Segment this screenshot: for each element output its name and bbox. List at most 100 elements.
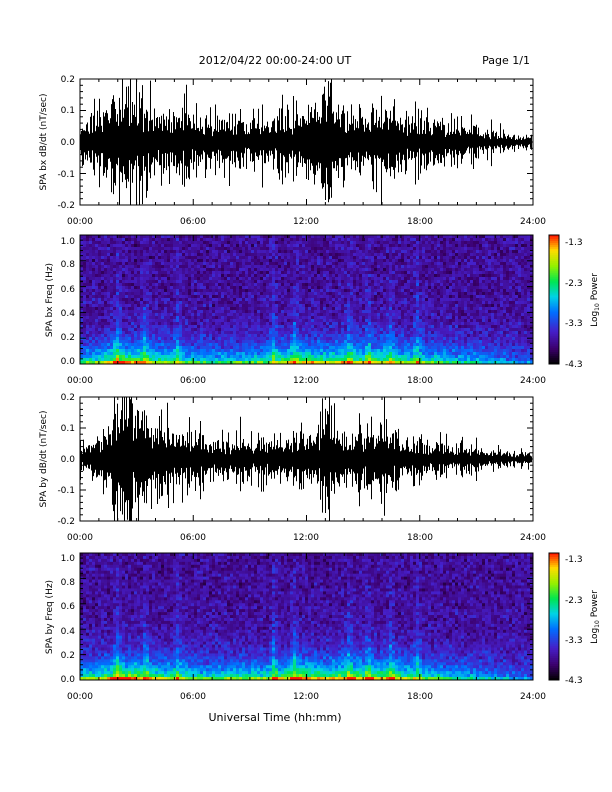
spectrogram-cell: [401, 235, 405, 239]
spectrogram-cell: [236, 355, 240, 359]
spectrogram-cell: [350, 298, 354, 302]
spectrogram-cell: [368, 316, 372, 320]
spectrogram-cell: [353, 343, 357, 347]
spectrogram-cell: [287, 358, 291, 362]
spectrogram-cell: [137, 244, 141, 248]
spectrogram-cell: [419, 301, 423, 305]
spectrogram-cell: [134, 259, 138, 263]
spectrogram-cell: [149, 361, 153, 365]
spectrogram-cell: [344, 244, 348, 248]
spectrogram-cell: [353, 268, 357, 272]
spectrogram-cell: [167, 328, 171, 332]
spectrogram-cell: [251, 256, 255, 260]
spectrogram-cell: [254, 307, 258, 311]
spectrogram-cell: [395, 310, 399, 314]
spectrogram-cell: [392, 337, 396, 341]
spectrogram-cell: [356, 340, 360, 344]
spectrogram-cell: [188, 349, 192, 353]
spectrogram-cell: [302, 241, 306, 245]
spectrogram-cell: [116, 358, 120, 362]
spectrogram-cell: [290, 286, 294, 290]
spectrogram-cell: [167, 298, 171, 302]
spectrogram-cell: [83, 244, 87, 248]
spectrogram-cell: [236, 331, 240, 335]
spectrogram-cell: [287, 292, 291, 296]
spectrogram-cell: [95, 259, 99, 263]
spectrogram-cell: [191, 295, 195, 299]
spectrogram-cell: [95, 343, 99, 347]
spectrogram-cell: [104, 358, 108, 362]
spectrogram-cell: [356, 253, 360, 257]
spectrogram-cell: [188, 292, 192, 296]
spectrogram-cell: [194, 262, 198, 266]
spectrogram-cell: [389, 349, 393, 353]
spectrogram-cell: [200, 271, 204, 275]
spectrogram-cell: [353, 358, 357, 362]
spectrogram-cell: [83, 292, 87, 296]
spectrogram-cell: [161, 358, 165, 362]
spectrogram-cell: [344, 271, 348, 275]
spectrogram-cell: [365, 304, 369, 308]
spectrogram-cell: [155, 307, 159, 311]
spectrogram-cell: [221, 346, 225, 350]
spectrogram-cell: [374, 244, 378, 248]
spectrogram-cell: [389, 325, 393, 329]
spectrogram-cell: [131, 292, 135, 296]
spectrogram-cell: [353, 313, 357, 317]
spectrogram-cell: [383, 271, 387, 275]
spectrogram-cell: [281, 259, 285, 263]
spectrogram-cell: [335, 310, 339, 314]
spectrogram-cell: [257, 268, 261, 272]
spectrogram-cell: [122, 328, 126, 332]
spectrogram-cell: [296, 313, 300, 317]
spectrogram-cell: [284, 241, 288, 245]
spectrogram-cell: [185, 262, 189, 266]
spectrogram-cell: [107, 340, 111, 344]
spectrogram-cell: [242, 358, 246, 362]
spectrogram-cell: [329, 349, 333, 353]
spectrogram-cell: [128, 316, 132, 320]
spectrogram-cell: [170, 277, 174, 281]
spectrogram-cell: [362, 295, 366, 299]
spectrogram-cell: [131, 244, 135, 248]
spectrogram-cell: [329, 337, 333, 341]
spectrogram-cell: [230, 313, 234, 317]
spectrogram-cell: [296, 307, 300, 311]
spectrogram-cell: [197, 298, 201, 302]
spectrogram-cell: [401, 253, 405, 257]
spectrogram-cell: [140, 301, 144, 305]
spectrogram-cell: [308, 301, 312, 305]
spectrogram-cell: [356, 328, 360, 332]
spectrogram-cell: [224, 289, 228, 293]
spectrogram-cell: [272, 304, 276, 308]
spectrogram-cell: [395, 274, 399, 278]
spectrogram-cell: [386, 325, 390, 329]
spectrogram-cell: [224, 337, 228, 341]
spectrogram-cell: [119, 283, 123, 287]
spectrogram-cell: [113, 298, 117, 302]
spectrogram-cell: [152, 262, 156, 266]
spectrogram-cell: [191, 352, 195, 356]
spectrogram-cell: [188, 244, 192, 248]
spectrogram-cell: [284, 277, 288, 281]
spectrogram-cell: [134, 334, 138, 338]
spectrogram-cell: [131, 250, 135, 254]
spectrogram-cell: [287, 343, 291, 347]
spectrogram-cell: [239, 244, 243, 248]
spectrogram-cell: [149, 250, 153, 254]
spectrogram-cell: [158, 313, 162, 317]
spectrogram-cell: [137, 322, 141, 326]
spectrogram-cell: [191, 292, 195, 296]
spectrogram-cell: [365, 322, 369, 326]
spectrogram-cell: [272, 292, 276, 296]
spectrogram-cell: [146, 301, 150, 305]
spectrogram-cell: [317, 295, 321, 299]
spectrogram-cell: [257, 271, 261, 275]
spectrogram-cell: [323, 235, 327, 239]
spectrogram-cell: [98, 349, 102, 353]
spectrogram-cell: [365, 313, 369, 317]
spectrogram-cell: [278, 334, 282, 338]
spectrogram-cell: [344, 331, 348, 335]
spectrogram-cell: [233, 268, 237, 272]
spectrogram-cell: [374, 247, 378, 251]
